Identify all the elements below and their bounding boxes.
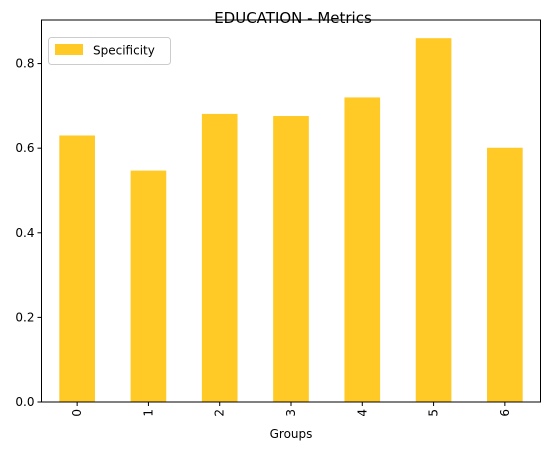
x-tick-label: 3	[284, 409, 298, 417]
bar	[201, 113, 238, 402]
x-axis: 0 1 2 3 4 5 6	[70, 402, 512, 417]
y-tick-label: 0.6	[15, 141, 34, 155]
x-tick-label: 5	[427, 409, 441, 417]
bar	[59, 135, 95, 402]
x-tick-label: 0	[70, 409, 84, 417]
x-tick-label: 1	[141, 409, 155, 417]
legend-swatch	[55, 44, 83, 55]
bars	[59, 38, 523, 402]
plot-frame	[41, 19, 541, 403]
x-axis-label: Groups	[270, 427, 313, 441]
y-tick-label: 0.8	[15, 57, 34, 71]
legend-label: Specificity	[93, 44, 155, 58]
y-tick-label: 0.2	[15, 310, 34, 324]
x-tick-label: 4	[355, 409, 369, 417]
legend: Specificity	[48, 37, 171, 65]
bar	[344, 97, 381, 402]
y-axis: 0.0 0.2 0.4 0.6 0.8	[15, 57, 42, 409]
bar	[273, 116, 309, 402]
x-tick-label: 6	[498, 409, 512, 417]
y-tick-label: 0.4	[15, 226, 34, 240]
bar	[487, 147, 523, 402]
bar	[415, 38, 452, 402]
chart-title: EDUCATION - Metrics	[214, 9, 372, 27]
x-tick-label: 2	[213, 409, 227, 417]
bar	[130, 170, 167, 402]
y-tick-label: 0.0	[15, 395, 34, 409]
